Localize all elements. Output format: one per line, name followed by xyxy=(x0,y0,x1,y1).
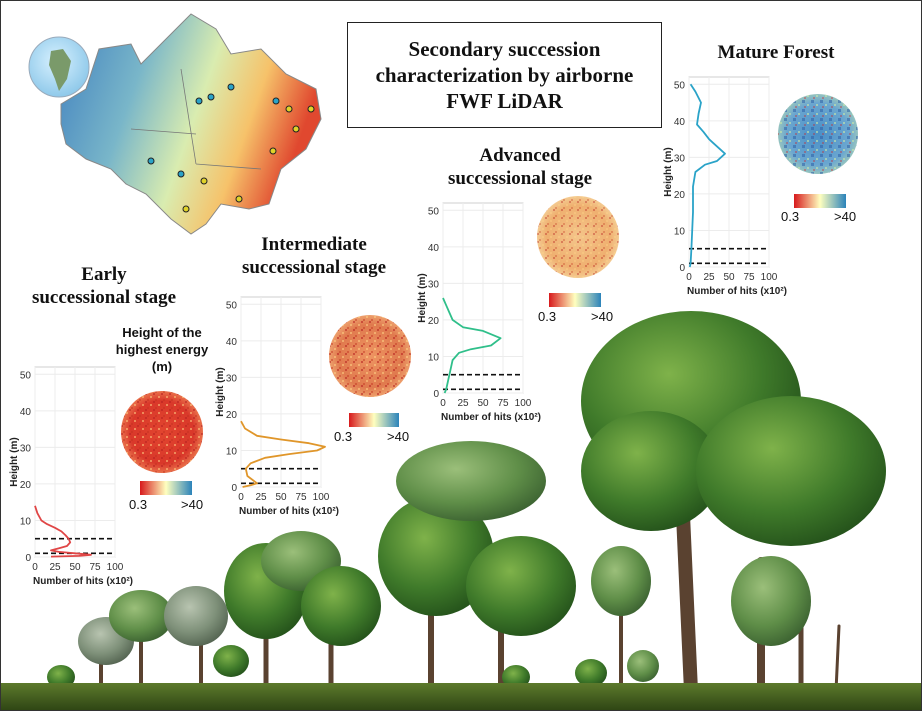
intermediate-x-tick-2: 50 xyxy=(275,492,287,503)
advanced-waveform-curve xyxy=(442,297,502,394)
tree-canopies xyxy=(47,311,886,689)
intermediate-y-axis-label: Height (m) xyxy=(215,367,226,416)
mature-x-tick-1: 25 xyxy=(703,272,715,283)
advanced-y-tick-4: 40 xyxy=(428,243,440,254)
mature-y-tick-2: 20 xyxy=(674,190,686,201)
mature-scale-min: 0.3 xyxy=(781,209,800,224)
intermediate-y-tick-2: 20 xyxy=(226,410,238,421)
advanced-scale-min: 0.3 xyxy=(538,309,557,324)
legend-title-line3: (m) xyxy=(151,359,173,374)
advanced-scale-max: >40 xyxy=(591,309,614,324)
early-y-tick-0: 0 xyxy=(25,553,31,564)
early-y-tick-3: 30 xyxy=(20,443,32,454)
ground-strip xyxy=(1,683,921,710)
intermediate-x-tick-4: 100 xyxy=(313,492,330,503)
advanced-profile-chart: 0 10 20 30 40 50 0 25 50 75 100 Height (m) Number of… xyxy=(417,202,541,423)
mature-x-tick-0: 0 xyxy=(686,272,692,283)
advanced-x-tick-0: 0 xyxy=(440,398,446,409)
intermediate-x-tick-3: 75 xyxy=(295,492,307,503)
mature-y-tick-4: 40 xyxy=(674,117,686,128)
intermediate-stage-title-line2: successional stage xyxy=(241,257,387,278)
advanced-stage-title-line2: successional stage xyxy=(447,168,593,189)
mature-scale-max: >40 xyxy=(834,209,857,224)
amazon-map xyxy=(28,13,322,235)
legend-title: Height of the highest energy (m) xyxy=(107,324,217,375)
intermediate-stage-title-line1: Intermediate xyxy=(261,234,367,255)
mature-y-tick-0: 0 xyxy=(679,263,685,274)
mature-x-tick-2: 50 xyxy=(723,272,735,283)
figure-title-line3: FWF LiDAR xyxy=(446,89,563,113)
advanced-stage-title-line1: Advanced xyxy=(479,145,561,166)
intermediate-scale-min: 0.3 xyxy=(334,429,353,444)
early-y-axis-label: Height (m) xyxy=(9,437,20,486)
early-x-axis-label: Number of hits (x10²) xyxy=(33,576,133,587)
legend-title-line2: highest energy xyxy=(115,342,209,357)
advanced-x-tick-1: 25 xyxy=(457,398,469,409)
mature-x-axis-label: Number of hits (x10²) xyxy=(687,286,787,297)
intermediate-y-tick-5: 50 xyxy=(226,300,238,311)
mature-profile-chart: 0 10 20 30 40 50 0 25 50 75 100 Height (m) Number of… xyxy=(663,76,787,297)
early-x-tick-4: 100 xyxy=(107,562,124,573)
figure-title-line1: Secondary succession xyxy=(408,37,601,61)
early-stage-title-line1: Early xyxy=(81,264,127,285)
mature-y-tick-1: 10 xyxy=(674,226,686,237)
advanced-y-axis-label: Height (m) xyxy=(417,273,428,322)
intermediate-x-axis-label: Number of hits (x10²) xyxy=(239,506,339,517)
intermediate-waveform-curve xyxy=(240,420,326,488)
plot-location-markers xyxy=(147,83,315,213)
mature-y-tick-3: 30 xyxy=(674,153,686,164)
mature-stage-title: Mature Forest xyxy=(691,41,861,64)
early-stage-title-line2: successional stage xyxy=(31,287,177,308)
figure-title-line2: characterization by airborne xyxy=(375,63,634,87)
intermediate-x-tick-0: 0 xyxy=(238,492,244,503)
advanced-y-tick-3: 30 xyxy=(428,279,440,290)
advanced-x-tick-2: 50 xyxy=(477,398,489,409)
intermediate-y-tick-0: 0 xyxy=(231,483,237,494)
advanced-y-tick-1: 10 xyxy=(428,352,440,363)
early-x-tick-1: 25 xyxy=(49,562,61,573)
early-waveform-curve xyxy=(34,505,92,558)
early-scale-min: 0.3 xyxy=(129,497,148,512)
early-y-tick-4: 40 xyxy=(20,407,32,418)
mature-stage-title-line1: Mature Forest xyxy=(717,42,835,63)
intermediate-y-tick-4: 40 xyxy=(226,337,238,348)
intermediate-stage-title: Intermediate successional stage xyxy=(229,233,399,279)
amazon-region-shape xyxy=(60,13,322,235)
intermediate-y-tick-1: 10 xyxy=(226,446,238,457)
early-x-tick-2: 50 xyxy=(69,562,81,573)
mature-waveform-curve xyxy=(688,83,726,268)
advanced-y-tick-2: 20 xyxy=(428,316,440,327)
advanced-stage-title: Advanced successional stage xyxy=(435,144,605,190)
intermediate-x-tick-1: 25 xyxy=(255,492,267,503)
advanced-x-tick-3: 75 xyxy=(497,398,509,409)
early-x-tick-3: 75 xyxy=(89,562,101,573)
early-y-tick-1: 10 xyxy=(20,516,32,527)
mature-x-tick-3: 75 xyxy=(743,272,755,283)
legend-title-line1: Height of the xyxy=(122,325,202,340)
intermediate-y-tick-3: 30 xyxy=(226,373,238,384)
early-profile-chart: 0 10 20 30 40 50 0 25 50 75 100 Height (m) Number of… xyxy=(9,366,133,587)
intermediate-scale-max: >40 xyxy=(387,429,410,444)
mature-y-tick-5: 50 xyxy=(674,80,686,91)
mature-x-tick-4: 100 xyxy=(761,272,778,283)
advanced-x-axis-label: Number of hits (x10²) xyxy=(441,412,541,423)
figure-title-box: Secondary succession characterization by… xyxy=(347,22,662,128)
advanced-y-tick-5: 50 xyxy=(428,206,440,217)
early-y-tick-5: 50 xyxy=(20,370,32,381)
advanced-x-tick-4: 100 xyxy=(515,398,532,409)
mature-y-axis-label: Height (m) xyxy=(663,147,674,196)
early-stage-title: Early successional stage xyxy=(19,263,189,309)
early-y-tick-2: 20 xyxy=(20,480,32,491)
early-x-tick-0: 0 xyxy=(32,562,38,573)
intermediate-profile-chart: 0 10 20 30 40 50 0 25 50 75 100 Height (m) Number of… xyxy=(215,296,339,517)
advanced-y-tick-0: 0 xyxy=(433,389,439,400)
early-scale-max: >40 xyxy=(181,497,204,512)
